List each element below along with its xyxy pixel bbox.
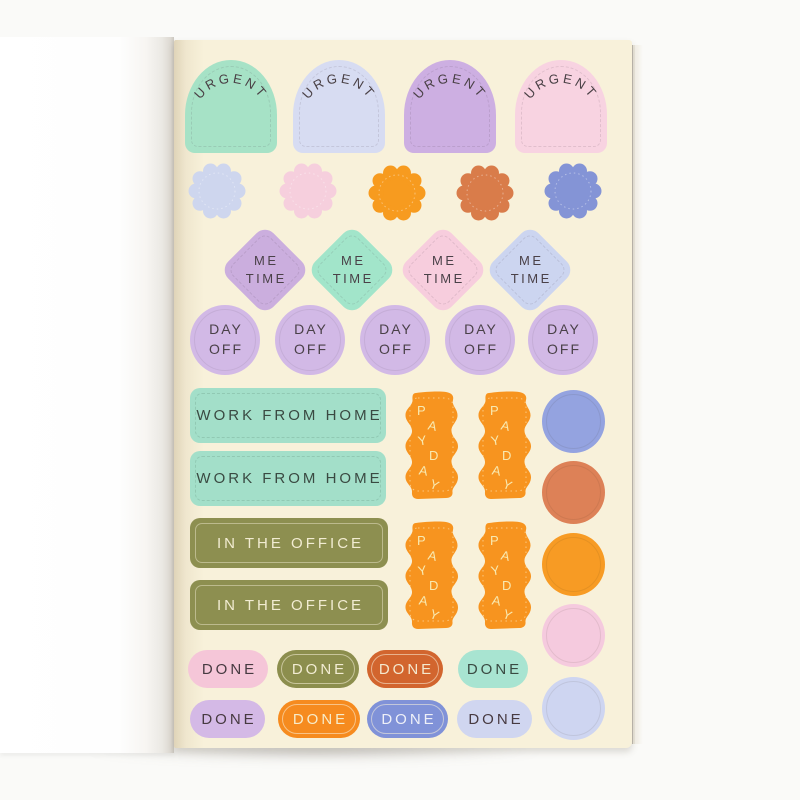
notebook-left-page [0,37,174,753]
done-sticker: DONE [278,700,360,738]
me-time-sticker: ME TIME [397,224,489,316]
urgent-curved-text: URGENT [410,71,490,102]
done-sticker: DONE [457,700,532,738]
dot-sticker [542,461,605,524]
day-off-sticker: DAY OFF [360,305,430,375]
dot-sticker [542,604,605,667]
done-sticker: DONE [188,650,268,688]
me-time-sticker: ME TIME [219,224,311,316]
payday-sticker [402,388,460,500]
payday-sticker [475,518,533,630]
scallop-flower-sticker [187,161,247,221]
done-sticker: DONE [190,700,265,738]
dot-sticker [542,677,605,740]
day-off-sticker: DAY OFF [445,305,515,375]
me-time-label: ME TIME [423,252,465,286]
sticker-sheet: URGENT URGENT URGENT URGENT ME TIME ME TIM… [174,40,632,748]
book-page-stack-edge [632,45,643,744]
payday-sticker [402,518,460,630]
svg-text:URGENT: URGENT [299,71,379,102]
done-sticker: DONE [277,650,359,688]
work-from-home-sticker: WORK FROM HOME [190,451,386,506]
payday-sticker [475,388,533,500]
urgent-sticker: URGENT [293,60,385,153]
scallop-flower-sticker [278,161,338,221]
day-off-sticker: DAY OFF [528,305,598,375]
done-sticker: DONE [367,700,448,738]
done-sticker: DONE [367,650,443,688]
urgent-curved-text: URGENT [299,71,379,102]
svg-text:URGENT: URGENT [410,71,490,102]
svg-text:URGENT: URGENT [521,71,601,102]
urgent-sticker: URGENT [185,60,277,153]
in-the-office-sticker: IN THE OFFICE [190,580,388,630]
work-from-home-sticker: WORK FROM HOME [190,388,386,443]
me-time-sticker: ME TIME [306,224,398,316]
scallop-flower-sticker [367,163,427,223]
scallop-flower-sticker [543,161,603,221]
urgent-curved-text: URGENT [521,71,601,102]
dot-sticker [542,390,605,453]
in-the-office-sticker: IN THE OFFICE [190,518,388,568]
urgent-sticker: URGENT [515,60,607,153]
urgent-curved-text: URGENT [191,71,271,102]
scallop-flower-sticker [455,163,515,223]
me-time-sticker: ME TIME [484,224,576,316]
day-off-sticker: DAY OFF [275,305,345,375]
day-off-sticker: DAY OFF [190,305,260,375]
me-time-label: ME TIME [245,252,287,286]
dot-sticker [542,533,605,596]
urgent-sticker: URGENT [404,60,496,153]
me-time-label: ME TIME [332,252,374,286]
me-time-label: ME TIME [510,252,552,286]
done-sticker: DONE [458,650,528,688]
svg-text:URGENT: URGENT [191,71,271,102]
